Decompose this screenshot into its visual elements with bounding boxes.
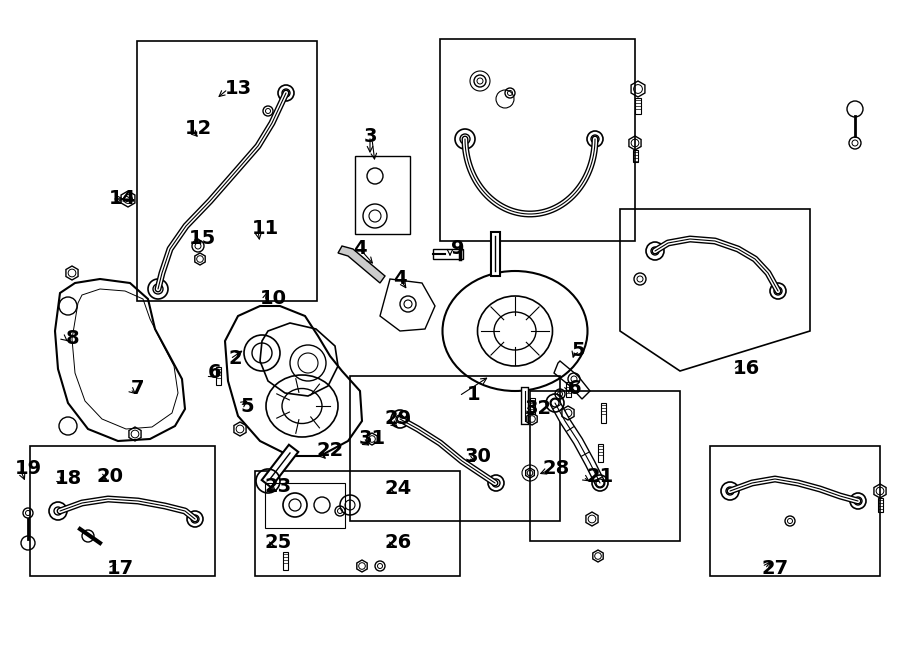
Bar [710,446,880,576]
Text: 32: 32 [525,399,552,418]
Bar [529,398,535,414]
Bar [440,39,635,241]
Bar [635,98,641,114]
Bar [433,249,463,259]
Text: 15: 15 [188,230,216,248]
Text: 10: 10 [259,289,286,308]
Bar [265,483,345,528]
Text: 8: 8 [67,330,80,348]
Bar [350,376,560,521]
Text: 13: 13 [224,79,252,99]
Text: 24: 24 [384,479,411,498]
Text: 14: 14 [108,189,136,209]
Text: 6: 6 [568,379,581,399]
Bar [598,444,602,462]
Bar [633,150,637,162]
Text: 25: 25 [265,534,292,553]
Text: 4: 4 [393,269,407,289]
Text: 6: 6 [208,363,221,383]
Bar [565,381,571,397]
Bar [878,498,883,512]
Text: 7: 7 [131,379,145,399]
Text: 5: 5 [572,342,585,361]
Text: 4: 4 [353,240,367,258]
Text: 16: 16 [733,359,760,379]
Text: 2: 2 [229,350,242,369]
Text: 27: 27 [761,559,788,579]
Polygon shape [338,246,385,283]
Text: 1: 1 [467,385,481,404]
Text: 29: 29 [384,410,411,428]
Text: 3: 3 [364,126,377,146]
Text: 31: 31 [358,430,385,448]
Bar [215,367,220,385]
Bar [255,471,460,576]
Bar [530,391,680,541]
Bar [283,552,287,570]
Bar [600,403,606,423]
Text: 20: 20 [96,467,123,485]
Text: 12: 12 [184,120,212,138]
Text: 22: 22 [317,442,344,461]
Text: 18: 18 [54,469,82,489]
Bar [355,156,410,234]
Text: 17: 17 [106,559,133,579]
Text: 5: 5 [240,397,254,416]
Bar [137,41,317,301]
Text: 23: 23 [265,477,292,495]
Text: 19: 19 [14,459,41,479]
Text: 21: 21 [587,467,614,487]
Text: 30: 30 [464,446,491,465]
Text: 11: 11 [251,220,279,238]
Bar [30,446,215,576]
Text: 9: 9 [451,240,464,258]
Text: 28: 28 [543,459,570,479]
Text: 26: 26 [384,534,411,553]
